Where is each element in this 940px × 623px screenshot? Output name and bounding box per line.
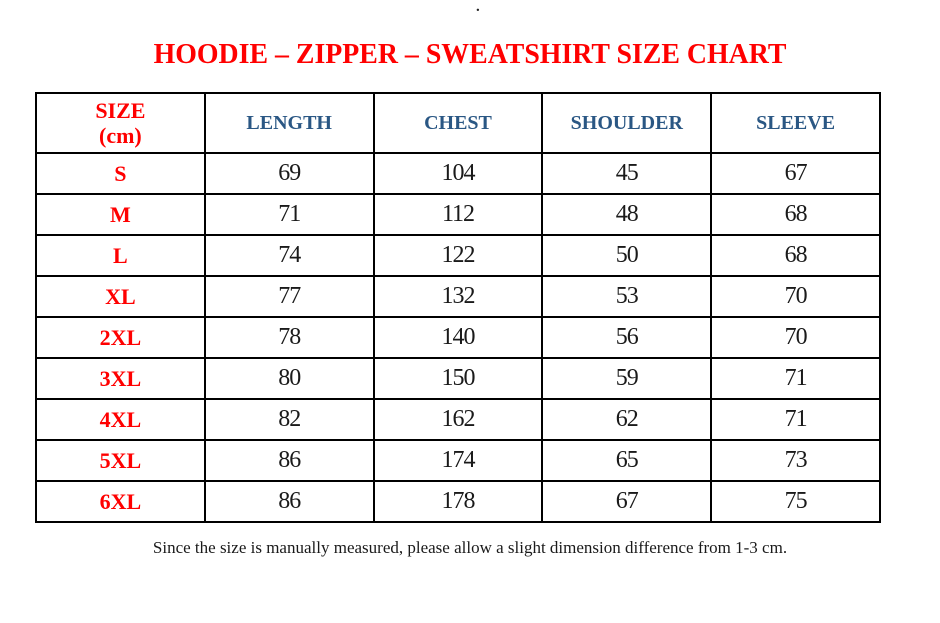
length-cell: 80 (203, 357, 375, 400)
table-row: L 74 122 50 68 (35, 234, 881, 277)
length-cell: 71 (203, 193, 375, 236)
shoulder-cell: 56 (541, 316, 713, 359)
table-row: 5XL 86 174 65 73 (35, 439, 881, 482)
size-cell: L (35, 234, 206, 277)
chest-cell: 140 (372, 316, 544, 359)
table-row: 4XL 82 162 62 71 (35, 398, 881, 441)
measurement-disclaimer: Since the size is manually measured, ple… (152, 538, 788, 557)
size-cell: 2XL (35, 316, 206, 359)
header-sleeve: SLEEVE (710, 92, 881, 154)
page-title: HOODIE – ZIPPER – SWEATSHIRT SIZE CHART (153, 38, 787, 70)
sleeve-cell: 70 (710, 275, 881, 318)
chest-cell: 132 (372, 275, 544, 318)
table-row: 3XL 80 150 59 71 (35, 357, 881, 400)
shoulder-cell: 45 (541, 152, 713, 195)
length-cell: 74 (203, 234, 375, 277)
table-row: XL 77 132 53 70 (35, 275, 881, 318)
size-cell: M (35, 193, 206, 236)
header-size-line2: (cm) (99, 123, 142, 148)
header-shoulder: SHOULDER (541, 92, 713, 154)
header-size-line1: SIZE (95, 97, 146, 123)
chest-cell: 178 (372, 480, 544, 523)
length-cell: 86 (203, 439, 375, 482)
length-cell: 78 (203, 316, 375, 359)
size-cell: 5XL (35, 439, 206, 482)
header-size: SIZE (cm) (35, 92, 206, 154)
size-cell: S (35, 152, 206, 195)
table-row: S 69 104 45 67 (35, 152, 881, 195)
size-cell: XL (35, 275, 206, 318)
table-header-row: SIZE (cm) LENGTH CHEST SHOULDER SLEEVE (35, 92, 881, 154)
header-length: LENGTH (203, 92, 375, 154)
sleeve-cell: 68 (710, 234, 881, 277)
shoulder-cell: 48 (541, 193, 713, 236)
shoulder-cell: 59 (541, 357, 713, 400)
chest-cell: 150 (372, 357, 544, 400)
sleeve-cell: 70 (710, 316, 881, 359)
length-cell: 69 (203, 152, 375, 195)
sleeve-cell: 73 (710, 439, 881, 482)
sleeve-cell: 75 (710, 480, 881, 523)
chest-cell: 122 (372, 234, 544, 277)
size-cell: 3XL (35, 357, 206, 400)
chest-cell: 162 (372, 398, 544, 441)
table-row: M 71 112 48 68 (35, 193, 881, 236)
chest-cell: 104 (372, 152, 544, 195)
sleeve-cell: 68 (710, 193, 881, 236)
size-cell: 6XL (35, 480, 206, 523)
table-row: 2XL 78 140 56 70 (35, 316, 881, 359)
size-chart-table: SIZE (cm) LENGTH CHEST SHOULDER SLEEVE S… (35, 92, 881, 523)
sleeve-cell: 67 (710, 152, 881, 195)
chest-cell: 174 (372, 439, 544, 482)
length-cell: 82 (203, 398, 375, 441)
length-cell: 77 (203, 275, 375, 318)
shoulder-cell: 67 (541, 480, 713, 523)
stray-period-mark: . (476, 0, 480, 15)
shoulder-cell: 53 (541, 275, 713, 318)
sleeve-cell: 71 (710, 357, 881, 400)
sleeve-cell: 71 (710, 398, 881, 441)
length-cell: 86 (203, 480, 375, 523)
chest-cell: 112 (372, 193, 544, 236)
shoulder-cell: 50 (541, 234, 713, 277)
size-cell: 4XL (35, 398, 206, 441)
table-row: 6XL 86 178 67 75 (35, 480, 881, 523)
shoulder-cell: 62 (541, 398, 713, 441)
shoulder-cell: 65 (541, 439, 713, 482)
header-chest: CHEST (372, 92, 544, 154)
